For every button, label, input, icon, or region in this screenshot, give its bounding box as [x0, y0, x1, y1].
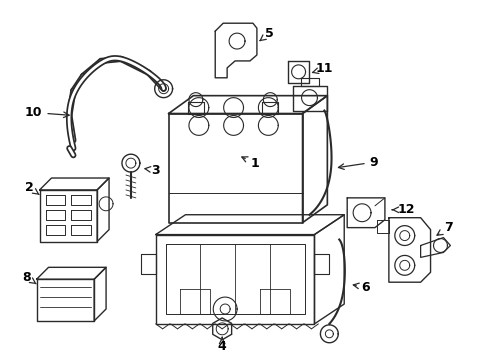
Text: 10: 10	[25, 106, 69, 119]
Text: 6: 6	[352, 281, 369, 294]
Text: 3: 3	[144, 163, 160, 176]
Text: 12: 12	[391, 203, 415, 216]
Text: 4: 4	[217, 337, 226, 353]
Text: 11: 11	[312, 62, 332, 75]
Text: 2: 2	[25, 181, 39, 194]
Text: 1: 1	[242, 157, 259, 170]
Text: 5: 5	[260, 27, 274, 41]
Text: 9: 9	[338, 156, 378, 170]
Text: 7: 7	[436, 221, 452, 235]
Text: 8: 8	[22, 271, 36, 284]
